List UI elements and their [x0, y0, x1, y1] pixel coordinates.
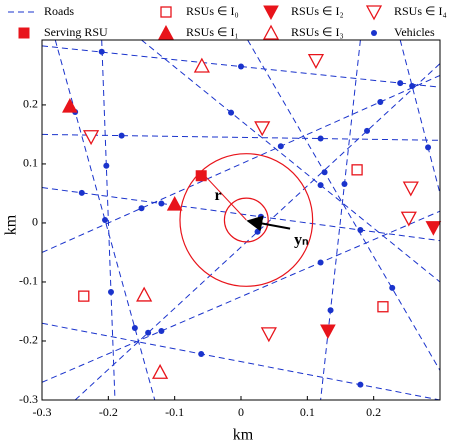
road [74, 63, 440, 400]
vehicle [145, 329, 152, 336]
vehicle [118, 132, 125, 139]
vehicle [409, 83, 416, 90]
vehicle [102, 217, 109, 223]
plot-area [42, 40, 440, 400]
arrow [246, 215, 291, 232]
legend-label: Roads [44, 4, 74, 18]
road [42, 210, 440, 383]
vehicle [277, 143, 284, 150]
vehicle [238, 63, 244, 70]
legend-label: Vehicles [394, 25, 435, 39]
legend-swatch [371, 30, 377, 36]
legend-swatch [365, 5, 383, 21]
road [247, 40, 440, 371]
road [101, 40, 116, 400]
range-circle [223, 197, 269, 243]
range-circle [179, 153, 314, 287]
legend-swatch [263, 5, 279, 21]
rsu-marker [195, 170, 207, 182]
y-tick-label: -0.2 [19, 333, 38, 347]
y-tick-label: 0.1 [23, 156, 38, 170]
y-tick-label: 0 [32, 215, 38, 229]
vehicle [254, 228, 261, 235]
rsu-marker [400, 211, 417, 227]
legend-label: RSUs ∈ I₂ [291, 4, 344, 18]
vehicle [389, 284, 396, 291]
x-tick-label: -0.1 [165, 405, 184, 419]
rsu-marker [62, 98, 78, 113]
y-tick-label: -0.1 [19, 274, 38, 288]
vehicle [103, 162, 110, 169]
vehicle [131, 325, 138, 331]
rsu-marker [136, 286, 153, 302]
rsu-marker [166, 196, 183, 211]
road [320, 40, 361, 400]
x-tick-label: 0.1 [300, 405, 315, 419]
radius-line [200, 171, 247, 221]
rsu-marker [402, 181, 419, 197]
road [141, 40, 440, 283]
y-tick-label: 0.2 [23, 97, 38, 111]
vehicle [138, 205, 145, 212]
rsu-marker [377, 301, 389, 313]
annotation: yₙ [294, 231, 308, 248]
vehicle [158, 327, 165, 334]
rsu-marker [254, 121, 271, 137]
vehicle [98, 48, 105, 55]
vehicle [397, 80, 404, 87]
vehicle [425, 144, 432, 151]
vehicle [341, 181, 348, 187]
rsu-marker [82, 130, 100, 146]
vehicle [364, 127, 371, 134]
rsu-marker [320, 324, 336, 340]
vehicle [357, 227, 364, 234]
legend-swatch [160, 6, 172, 18]
rsu-marker [193, 57, 210, 73]
y-tick-label: -0.3 [19, 392, 38, 406]
vehicle [158, 200, 165, 207]
x-axis-label: km [233, 427, 254, 444]
legend-label: Serving RSU [44, 25, 108, 39]
rsu-marker [425, 221, 442, 236]
x-tick-label: 0.2 [366, 405, 381, 419]
vehicle [357, 381, 364, 388]
vehicle [317, 182, 324, 189]
x-tick-label: -0.2 [99, 405, 118, 419]
legend-swatch [262, 24, 280, 40]
road [42, 322, 440, 400]
legend-label: RSUs ∈ I₁ [186, 25, 239, 39]
road [42, 133, 440, 141]
x-tick-label: 0 [238, 405, 244, 419]
legend-label: RSUs ∈ I₀ [186, 4, 239, 18]
legend-label: RSUs ∈ I₃ [291, 25, 344, 39]
rsu-marker [151, 363, 169, 379]
road [399, 40, 440, 194]
legend-swatch [18, 27, 30, 39]
vehicle [257, 213, 264, 220]
rsu-marker [351, 164, 363, 176]
road [54, 40, 156, 400]
vehicle [377, 98, 384, 105]
rsu-marker [260, 327, 277, 343]
vehicle [198, 350, 205, 357]
y-axis-label: km [3, 214, 20, 235]
vehicle [321, 169, 328, 176]
x-tick-label: -0.3 [33, 405, 52, 419]
legend-swatch [158, 24, 174, 40]
legend-label: RSUs ∈ I₄ [394, 4, 447, 18]
vehicle [317, 135, 324, 142]
road [42, 74, 440, 253]
rsu-marker [78, 290, 90, 302]
vehicle [317, 259, 324, 266]
vehicle [228, 109, 235, 116]
vehicle [78, 189, 85, 196]
plot-background [42, 40, 440, 400]
rsu-marker [307, 54, 325, 70]
vehicle [107, 289, 114, 295]
vehicle [327, 307, 334, 314]
annotation: r [214, 187, 221, 204]
